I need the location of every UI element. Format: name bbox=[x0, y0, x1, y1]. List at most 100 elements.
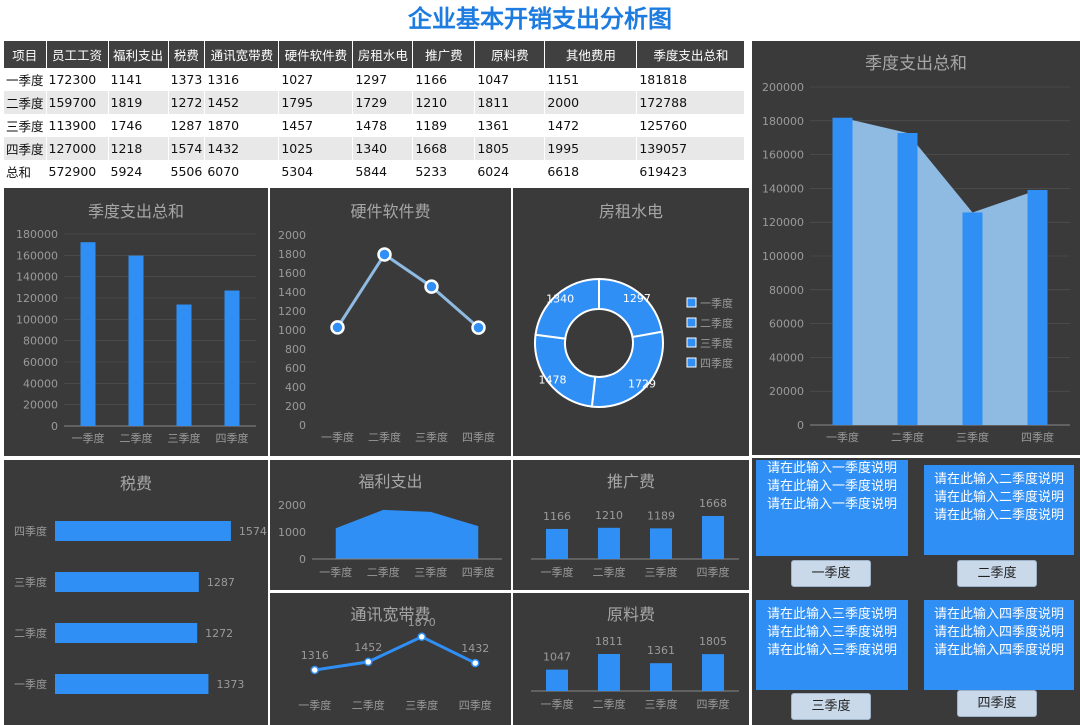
q2-button[interactable]: 二季度 bbox=[957, 560, 1037, 587]
table-cell: 1668 bbox=[412, 137, 476, 160]
bar bbox=[1027, 189, 1048, 425]
table-cell: 6618 bbox=[544, 160, 638, 183]
table-header-cell: 税费 bbox=[168, 41, 206, 68]
table-cell: 1457 bbox=[278, 114, 354, 137]
y-tick-label: 0 bbox=[299, 419, 306, 432]
y-tick-label: 40000 bbox=[23, 377, 58, 390]
welfare-panel: 福利支出 0 1000 2000 一季度 二季度 三季度 四季度 bbox=[270, 460, 511, 590]
q4-button[interactable]: 四季度 bbox=[957, 690, 1037, 717]
x-tick-label: 二季度 bbox=[593, 697, 626, 711]
table-cell: 四季度 bbox=[4, 137, 47, 160]
bar bbox=[55, 521, 231, 541]
x-tick-label: 四季度 bbox=[462, 565, 495, 579]
welfare-chart: 0 1000 2000 一季度 二季度 三季度 四季度 bbox=[278, 499, 502, 579]
data-label: 1272 bbox=[205, 627, 233, 640]
q1-note[interactable]: 请在此输入一季度说明 请在此输入一季度说明 请在此输入一季度说明 bbox=[756, 460, 908, 556]
legend-label: 四季度 bbox=[700, 356, 733, 370]
x-tick-label: 一季度 bbox=[321, 430, 354, 444]
y-tick-label: 60000 bbox=[769, 318, 804, 331]
x-tick-label: 三季度 bbox=[405, 698, 438, 712]
y-tick-label: 180000 bbox=[762, 115, 804, 128]
y-tick-label: 四季度 bbox=[14, 524, 47, 538]
x-tick-label: 二季度 bbox=[367, 565, 400, 579]
legend-swatch bbox=[686, 297, 697, 308]
table-row: 四季度 127000 1218 1574 1432 1025 1340 1668 1805 199… bbox=[4, 137, 746, 160]
material-panel: 原料费 1047 一季度 1811 二季度 1361 三季度 1805 四季度 bbox=[513, 593, 749, 725]
y-tick-label: 二季度 bbox=[14, 626, 47, 640]
x-tick-label: 三季度 bbox=[168, 431, 201, 445]
table-cell: 1141 bbox=[108, 68, 169, 91]
data-point bbox=[424, 279, 439, 294]
y-tick-label: 1000 bbox=[278, 324, 306, 337]
table-cell: 1805 bbox=[474, 137, 546, 160]
y-tick-label: 40000 bbox=[769, 351, 804, 364]
table-cell: 1819 bbox=[108, 91, 169, 114]
table-cell: 一季度 bbox=[4, 68, 47, 91]
q3-button[interactable]: 三季度 bbox=[791, 693, 871, 720]
bar bbox=[546, 669, 568, 691]
welfare-title: 福利支出 bbox=[358, 472, 423, 491]
bar bbox=[598, 654, 620, 691]
y-tick-label: 一季度 bbox=[14, 677, 47, 691]
x-tick-label: 一季度 bbox=[541, 697, 574, 711]
table-cell: 5506 bbox=[168, 160, 206, 183]
y-tick-label: 20000 bbox=[23, 399, 58, 412]
table-cell: 1027 bbox=[278, 68, 354, 91]
y-tick-label: 1600 bbox=[278, 267, 306, 280]
table-cell: 5844 bbox=[352, 160, 414, 183]
x-tick-label: 四季度 bbox=[697, 697, 730, 711]
q2-note[interactable]: 请在此输入二季度说明请在此输入二季度说明请在此输入二季度说明 bbox=[924, 465, 1074, 555]
data-label: 1189 bbox=[647, 509, 675, 522]
x-tick-label: 四季度 bbox=[216, 431, 249, 445]
data-label: 1210 bbox=[595, 509, 623, 522]
bar bbox=[650, 663, 672, 691]
data-label: 1047 bbox=[543, 651, 571, 664]
data-label: 1870 bbox=[408, 616, 436, 629]
x-tick-label: 一季度 bbox=[298, 698, 331, 712]
total-panel: 季度支出总和 0 20000 40000 60000 80000 100000 120000… bbox=[4, 188, 268, 456]
x-tick-label: 二季度 bbox=[891, 430, 924, 444]
y-tick-label: 2000 bbox=[278, 229, 306, 242]
legend-swatch bbox=[686, 357, 697, 368]
y-tick-label: 100000 bbox=[762, 250, 804, 263]
bar bbox=[702, 516, 724, 559]
q1-button[interactable]: 一季度 bbox=[791, 560, 871, 587]
table-header-cell: 房租水电 bbox=[352, 41, 414, 68]
x-tick-label: 二季度 bbox=[368, 430, 401, 444]
q4-note[interactable]: 请在此输入四季度说明请在此输入四季度说明请在此输入四季度说明 bbox=[924, 600, 1074, 690]
bar bbox=[128, 255, 144, 426]
x-tick-label: 三季度 bbox=[414, 565, 447, 579]
y-tick-label: 100000 bbox=[16, 313, 58, 326]
y-tick-label: 三季度 bbox=[14, 575, 47, 589]
q3-note[interactable]: 请在此输入三季度说明请在此输入三季度说明请在此输入三季度说明 bbox=[756, 600, 908, 690]
table-cell: 159700 bbox=[46, 91, 109, 114]
rent-panel: 房租水电 1297 1729 1478 1340 一季度 二季度 三季度 四季度 bbox=[513, 188, 749, 456]
y-tick-label: 80000 bbox=[769, 284, 804, 297]
table-cell: 1432 bbox=[204, 137, 280, 160]
y-tick-label: 600 bbox=[285, 362, 306, 375]
table-cell: 1795 bbox=[278, 91, 354, 114]
y-tick-label: 80000 bbox=[23, 335, 58, 348]
table-header-row: 项目 员工工资 福利支出 税费 通讯宽带费 硬件软件费 房租水电 推广费 原料费 其他费用 季度支出… bbox=[4, 41, 746, 68]
table-cell: 172300 bbox=[46, 68, 109, 91]
donut-slice bbox=[534, 277, 600, 340]
table-cell: 572900 bbox=[46, 160, 109, 183]
table-cell: 1472 bbox=[544, 114, 638, 137]
promo-chart: 1166 一季度 1210 二季度 1189 三季度 1668 四季度 bbox=[531, 497, 739, 579]
table-cell: 1340 bbox=[352, 137, 414, 160]
table-row: 一季度 172300 1141 1373 1316 1027 1297 1166 1047 115… bbox=[4, 68, 746, 91]
data-point bbox=[471, 320, 486, 335]
data-label: 1452 bbox=[354, 641, 382, 654]
donut-slice bbox=[534, 333, 597, 408]
donut-slice bbox=[590, 330, 664, 408]
table-cell: 139057 bbox=[636, 137, 746, 160]
telecom-title: 通讯宽带费 bbox=[350, 605, 431, 624]
area-series bbox=[832, 117, 1048, 426]
y-tick-label: 2000 bbox=[278, 499, 306, 512]
table-cell: 1373 bbox=[168, 68, 206, 91]
area-series bbox=[335, 509, 479, 559]
x-tick-label: 三季度 bbox=[645, 565, 678, 579]
y-tick-label: 200000 bbox=[762, 81, 804, 94]
y-tick-label: 0 bbox=[797, 419, 804, 432]
legend-label: 二季度 bbox=[700, 316, 733, 330]
